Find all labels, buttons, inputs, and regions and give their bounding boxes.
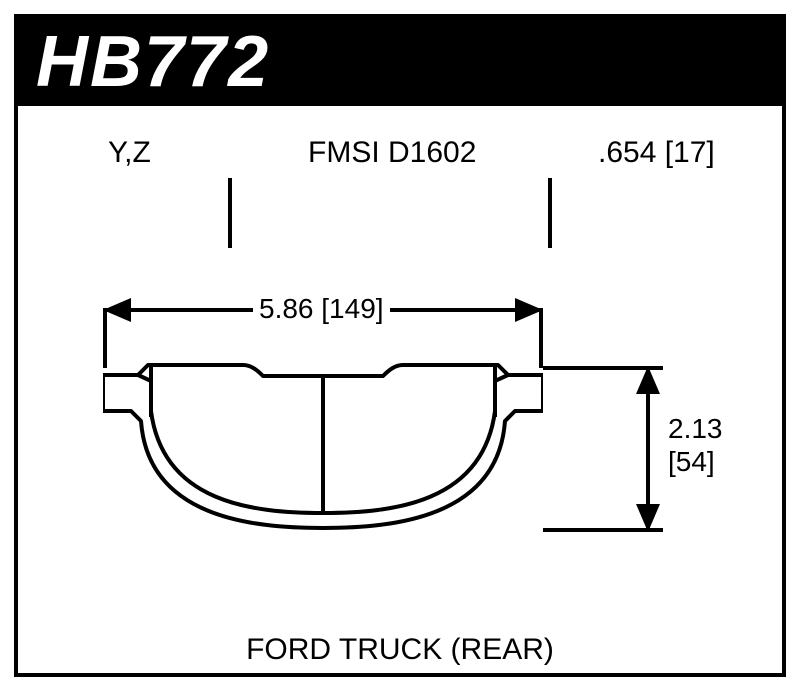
spec-frame: HB772 Y,Z FMSI D1602 .654 [17] 5.86 [149…	[14, 14, 786, 677]
header-bar: HB772	[18, 18, 782, 106]
spec-thickness: .654 [17]	[598, 136, 715, 170]
spec-row: Y,Z FMSI D1602 .654 [17]	[18, 128, 782, 208]
width-ext-left	[103, 308, 107, 368]
spec-divider-1	[228, 178, 232, 248]
footer-label: FORD TRUCK (REAR)	[18, 633, 782, 667]
height-arrow-down	[636, 504, 660, 532]
spec-fmsi: FMSI D1602	[308, 136, 476, 170]
width-dim-label: 5.86 [149]	[253, 293, 390, 325]
height-dim-label-2: [54]	[668, 446, 715, 478]
brake-pad-outline	[103, 363, 543, 533]
height-dim-label-1: 2.13	[668, 413, 723, 445]
width-ext-right	[539, 308, 543, 368]
height-arrow-up	[636, 366, 660, 394]
diagram-area: 5.86 [149]	[18, 268, 782, 608]
spec-compound-codes: Y,Z	[108, 136, 151, 170]
spec-divider-2	[548, 178, 552, 248]
width-arrow-left	[103, 298, 131, 322]
part-number: HB772	[36, 21, 270, 103]
